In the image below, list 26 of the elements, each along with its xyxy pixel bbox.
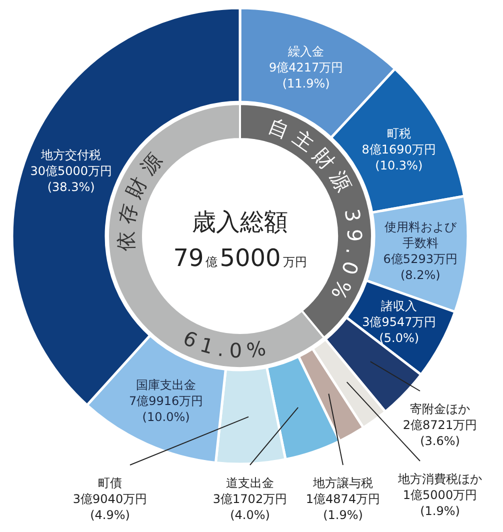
slice-label: 国庫支出金: [136, 378, 196, 392]
data-label: 3億9547万円 (5.0%): [362, 315, 436, 346]
data-label: 6億5293万円 (8.2%): [383, 252, 458, 282]
slice-label: 自主財源: [265, 113, 359, 201]
slice-label: 使用料および手数料: [384, 220, 458, 250]
slice-label: 地方消費税ほか: [397, 472, 482, 486]
text: 歳入総額: [192, 208, 288, 236]
slice-label: 地方交付税: [40, 148, 102, 162]
slice-label: 町債: [98, 476, 122, 490]
data-label: 1億4874万円 (1.9%): [306, 492, 380, 522]
data-label: 3億9040万円 (4.9%): [72, 492, 148, 522]
slice-label: 依存財源: [113, 144, 171, 252]
data-label: 61.0%: [180, 326, 274, 363]
data-label: 2億8721万円 (3.6%): [402, 418, 478, 448]
slice-label: 地方譲与税: [312, 476, 373, 490]
slice-label: 寄附金ほか: [410, 402, 470, 416]
slice-label: 町税: [386, 126, 411, 140]
data-label: 1億5000万円 (1.9%): [402, 488, 478, 518]
data-label: 8億1690万円 (10.3%): [362, 142, 436, 172]
data-label: 3億1702万円 (4.0%): [212, 492, 288, 522]
data-label: 7億9916万円 (10.0%): [128, 394, 204, 424]
data-label: 9億4217万円 (11.9%): [269, 60, 344, 90]
slice-label: 諸収入: [381, 299, 418, 314]
slice-label: 道支出金: [226, 476, 274, 490]
slice-label: 繰入金: [287, 44, 324, 58]
data-label: 30億5000万円 (38.3%): [30, 164, 112, 194]
